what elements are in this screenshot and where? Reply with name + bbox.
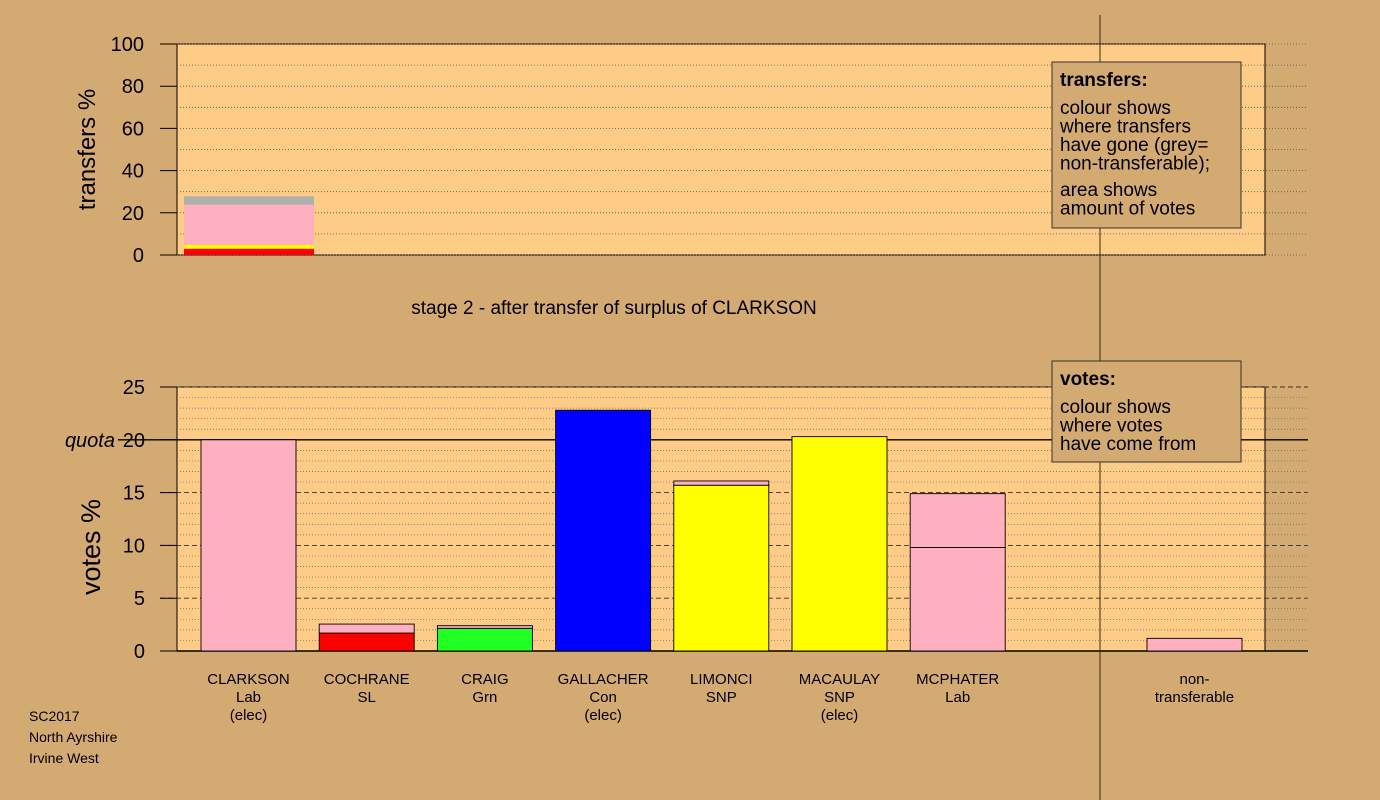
candidate-bar-segment bbox=[436, 627, 533, 652]
y-tick-label: 80 bbox=[122, 76, 144, 98]
stage-title: stage 2 - after transfer of surplus of C… bbox=[411, 298, 817, 319]
candidate-party: Grn bbox=[472, 689, 497, 706]
transfer-bar-segment bbox=[184, 204, 314, 245]
candidate-bar-segment bbox=[909, 547, 1006, 652]
candidate-bar-segment bbox=[555, 409, 652, 652]
y-tick-label: 40 bbox=[122, 161, 144, 183]
y-tick-label: 100 bbox=[111, 34, 144, 56]
legend-line: amount of votes bbox=[1060, 199, 1195, 220]
candidate-party: Con bbox=[589, 689, 617, 706]
y-tick-label: 60 bbox=[122, 118, 144, 140]
quota-label: quota bbox=[65, 430, 115, 452]
candidate-bar-segment bbox=[673, 484, 770, 652]
candidate-party: Lab bbox=[945, 689, 970, 706]
candidate-name: MACAULAY bbox=[799, 671, 880, 688]
legend-line: colour shows bbox=[1060, 397, 1171, 418]
legend-title: votes: bbox=[1060, 369, 1116, 390]
candidate-party: SNP bbox=[824, 689, 855, 706]
candidate-name: CRAIG bbox=[461, 671, 509, 688]
candidate-name: GALLACHER bbox=[558, 671, 649, 688]
votes-y-axis: 0 5 10 15 20 25 bbox=[123, 377, 177, 663]
nontransferable-bar bbox=[1146, 637, 1243, 652]
candidate-name: LIMONCI bbox=[690, 671, 753, 688]
candidate-party: Lab bbox=[236, 689, 261, 706]
transfers-y-label: transfers % bbox=[74, 89, 101, 210]
transfers-y-axis: 0 20 40 60 80 100 bbox=[111, 34, 177, 267]
candidate-name: MCPHATER bbox=[916, 671, 999, 688]
transfer-bar-segment bbox=[184, 248, 314, 255]
legend-line: where transfers bbox=[1059, 117, 1191, 138]
y-tick-label: 20 bbox=[123, 430, 145, 452]
candidate-status: (elec) bbox=[584, 707, 622, 724]
y-tick-label: 0 bbox=[133, 245, 144, 267]
candidate-bar-segment bbox=[436, 625, 533, 629]
candidate-name: CLARKSON bbox=[207, 671, 290, 688]
candidate-bar-segment bbox=[200, 439, 297, 652]
candidate-status: (elec) bbox=[230, 707, 268, 724]
footer-line: Irvine West bbox=[29, 750, 99, 766]
y-tick-label: 0 bbox=[134, 641, 145, 663]
y-tick-label: 5 bbox=[134, 588, 145, 610]
votes-bars bbox=[200, 409, 1243, 652]
legend-line: have come from bbox=[1060, 434, 1196, 455]
footer-line: SC2017 bbox=[29, 708, 80, 724]
candidate-party: SL bbox=[358, 689, 376, 706]
candidate-bar-segment bbox=[673, 480, 770, 486]
votes-x-axis: CLARKSONLab(elec)COCHRANESLCRAIGGrnGALLA… bbox=[207, 671, 1234, 724]
footer-line: North Ayrshire bbox=[29, 729, 118, 745]
legend-line: area shows bbox=[1060, 180, 1157, 201]
legend-line: have gone (grey= bbox=[1060, 135, 1208, 156]
candidate-party: SNP bbox=[706, 689, 737, 706]
y-tick-label: 15 bbox=[123, 483, 145, 505]
candidate-bar-segment bbox=[791, 436, 888, 652]
transfers-bars bbox=[184, 196, 314, 255]
legend-line: where votes bbox=[1059, 416, 1162, 437]
y-tick-label: 20 bbox=[122, 203, 144, 225]
candidate-bar-segment bbox=[318, 632, 415, 652]
nontransferable-label: transferable bbox=[1155, 689, 1234, 706]
nontransferable-label: non- bbox=[1179, 671, 1209, 688]
footer-caption: SC2017 North Ayrshire Irvine West bbox=[29, 708, 118, 766]
legend-box bbox=[1051, 360, 1242, 463]
y-tick-label: 25 bbox=[123, 377, 145, 399]
candidate-bar-segment bbox=[909, 493, 1006, 548]
legend-box bbox=[1051, 61, 1242, 229]
candidate-bar-segment bbox=[318, 623, 415, 634]
candidate-status: (elec) bbox=[821, 707, 859, 724]
legend-title: transfers: bbox=[1060, 70, 1148, 91]
transfer-bar-segment bbox=[184, 196, 314, 205]
votes-y-label: votes % bbox=[76, 499, 106, 595]
legend-line: colour shows bbox=[1060, 98, 1171, 119]
legend-line: non-transferable); bbox=[1060, 154, 1210, 175]
transfer-bar-segment bbox=[184, 244, 314, 249]
candidate-name: COCHRANE bbox=[324, 671, 410, 688]
y-tick-label: 10 bbox=[123, 535, 145, 557]
